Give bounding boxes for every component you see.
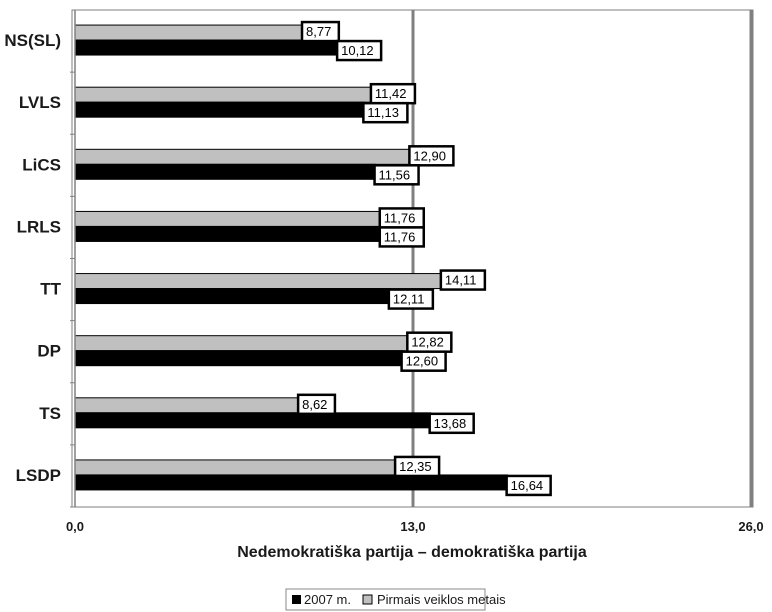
bar-first-year [74, 148, 411, 165]
data-label-box [373, 164, 420, 186]
category-label: LSDP [16, 466, 61, 485]
data-label: 12,35 [399, 459, 432, 474]
data-label: 11,42 [375, 86, 407, 101]
x-tick-label: 13,0 [400, 519, 425, 534]
data-label: 12,82 [411, 335, 444, 350]
bar-2007 [74, 474, 509, 491]
data-label: 8,77 [306, 24, 331, 39]
x-tick-label: 26,0 [738, 519, 763, 534]
bar-2007 [74, 350, 404, 367]
data-label-box [378, 226, 426, 248]
bar-first-year [74, 335, 409, 352]
bar-first-year [74, 459, 397, 476]
data-label: 10,12 [341, 43, 374, 58]
legend-label-first-year: Pirmais veiklos metais [377, 592, 506, 607]
data-label-box [362, 101, 409, 124]
category-label: LiCS [22, 155, 61, 174]
data-label-box [393, 455, 441, 478]
bar-2007 [74, 225, 382, 242]
data-label-box [335, 39, 383, 62]
data-label-box [408, 145, 455, 167]
legend-label-2007: 2007 m. [304, 592, 351, 607]
category-label: TS [39, 404, 61, 423]
data-label: 14,11 [445, 273, 477, 288]
category-label: DP [37, 342, 61, 361]
data-label-box [387, 288, 435, 310]
bar-2007 [74, 163, 377, 180]
data-label: 11,56 [379, 167, 411, 182]
data-label-box [300, 20, 341, 43]
legend-box [285, 588, 486, 611]
category-label: LRLS [17, 217, 61, 236]
bar-first-year [74, 397, 300, 414]
x-tick-label: 0,0 [66, 519, 84, 534]
bar-first-year [74, 210, 382, 227]
data-label-box [296, 393, 337, 416]
bar-first-year [74, 24, 304, 41]
data-label: 11,13 [367, 105, 399, 120]
category-label: TT [40, 280, 61, 299]
bar-2007 [74, 39, 339, 56]
x-axis-title: Nedemokratiška partija – demokratiška pa… [237, 544, 587, 561]
category-label: LVLS [19, 93, 61, 112]
bar-first-year [74, 86, 373, 103]
data-label-box [428, 412, 475, 435]
legend-swatch-2007 [292, 595, 301, 604]
data-label-box [505, 474, 552, 497]
data-label: 16,64 [511, 478, 544, 493]
legend-swatch-first-year [362, 594, 373, 605]
data-label: 13,68 [434, 416, 467, 431]
data-label: 12,90 [413, 148, 446, 163]
data-label-box [439, 269, 487, 291]
bar-first-year [74, 273, 443, 290]
bar-2007 [74, 412, 432, 429]
bar-2007 [74, 288, 391, 305]
data-label: 11,76 [384, 210, 416, 225]
data-label: 12,60 [406, 354, 439, 369]
data-label: 8,62 [302, 397, 327, 412]
data-label: 11,76 [384, 229, 416, 244]
category-label: NS(SL) [4, 31, 61, 50]
data-label-box [400, 350, 447, 372]
legend: 2007 m. Pirmais veiklos metais [285, 588, 506, 611]
bar-2007 [74, 101, 365, 118]
data-label: 12,11 [393, 292, 425, 307]
